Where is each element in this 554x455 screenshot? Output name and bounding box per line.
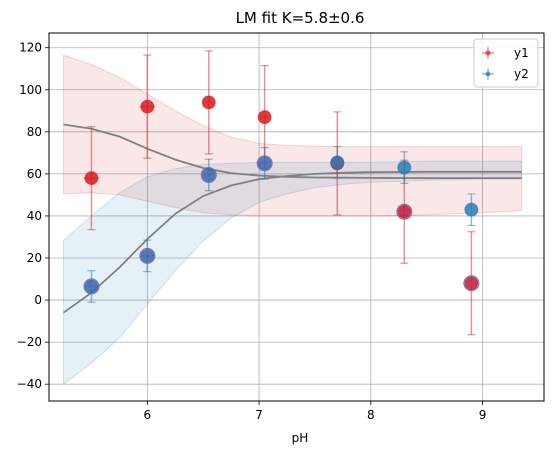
legend-label-y2: y2 xyxy=(514,67,529,81)
data-point xyxy=(464,202,479,217)
legend-marker xyxy=(485,71,491,77)
data-point xyxy=(397,160,412,175)
y-tick-label: 120 xyxy=(19,41,42,55)
x-tick-label: 9 xyxy=(479,408,487,422)
x-tick-label: 8 xyxy=(367,408,375,422)
legend-label-y1: y1 xyxy=(514,46,529,60)
data-point xyxy=(464,276,479,291)
data-point xyxy=(140,99,155,114)
y-tick-label: 20 xyxy=(27,251,42,265)
y-tick-label: 0 xyxy=(34,293,42,307)
y-tick-label: −20 xyxy=(17,335,42,349)
x-tick-label: 7 xyxy=(255,408,263,422)
legend-marker xyxy=(485,50,491,56)
chart-title: LM fit K=5.8±0.6 xyxy=(236,9,365,27)
data-point xyxy=(201,167,216,182)
data-point xyxy=(140,248,155,263)
y-tick-label: 60 xyxy=(27,167,42,181)
y-tick-label: 80 xyxy=(27,125,42,139)
data-point xyxy=(257,156,272,171)
plot-area: 6 7 8 9 −40 −20 0 20 40 60 80 100 120 y1 y2 xyxy=(17,32,545,422)
data-point xyxy=(201,95,216,110)
data-point xyxy=(257,110,272,125)
overlap-marker xyxy=(139,247,156,264)
grid xyxy=(49,33,544,401)
data-point xyxy=(330,155,345,170)
overlap-markers xyxy=(83,155,480,295)
data-point xyxy=(84,279,99,294)
points-y2 xyxy=(84,155,479,294)
confidence-band-y2 xyxy=(63,160,523,386)
y-tick-label: 100 xyxy=(19,83,42,97)
overlap-marker xyxy=(396,203,413,220)
overlap-marker xyxy=(256,155,273,172)
overlap-marker xyxy=(200,166,217,183)
y-tick-label: −40 xyxy=(17,377,42,391)
data-point xyxy=(84,171,99,186)
x-axis-label: pH xyxy=(292,431,309,445)
fit-line-y1 xyxy=(63,123,522,180)
legend: y1 y2 xyxy=(473,38,539,88)
overlap-marker xyxy=(463,275,480,292)
x-tick-label: 6 xyxy=(144,408,152,422)
y-tick-label: 40 xyxy=(27,209,42,223)
data-point xyxy=(397,204,412,219)
axes-frame xyxy=(48,32,545,402)
overlap-marker xyxy=(83,278,100,295)
confidence-band-y1 xyxy=(63,54,523,217)
ticks: 6 7 8 9 −40 −20 0 20 40 60 80 100 120 xyxy=(17,41,487,422)
